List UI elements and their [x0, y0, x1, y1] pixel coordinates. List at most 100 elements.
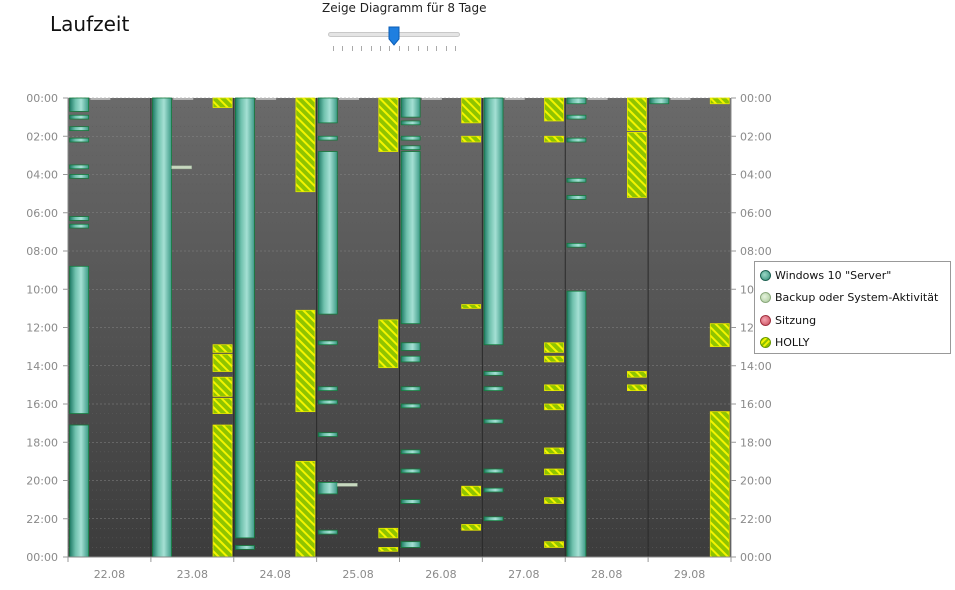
- slider-tick: [361, 46, 363, 51]
- windows-dot-icon: [760, 269, 771, 281]
- holly-runtime-bar: [627, 384, 647, 392]
- windows-runtime-bar: [400, 342, 421, 351]
- slider-tick: [342, 46, 344, 51]
- holly-runtime-bar: [461, 304, 482, 309]
- holly-runtime-bar: [544, 403, 564, 411]
- y-tick-label-left: 02:00: [26, 130, 58, 143]
- slider-tick: [398, 46, 400, 51]
- y-tick-label-right: 08:00: [740, 245, 772, 258]
- legend-item[interactable]: Windows 10 "Server": [760, 266, 891, 284]
- holly-runtime-bar: [544, 497, 564, 504]
- holly-runtime-bar: [295, 309, 316, 413]
- holly-runtime-bar: [212, 376, 233, 397]
- windows-runtime-bar: [483, 516, 504, 522]
- backup-activity-bar: [337, 483, 358, 487]
- windows-runtime-bar: [566, 114, 587, 120]
- windows-runtime-bar: [400, 403, 421, 409]
- windows-runtime-bar: [566, 195, 587, 200]
- windows-runtime-bar: [317, 340, 338, 346]
- legend-label: Backup oder System-Aktivität: [775, 291, 939, 304]
- windows-runtime-bar: [566, 137, 587, 143]
- windows-runtime-bar: [400, 120, 421, 126]
- y-tick-label-right: 18:00: [740, 436, 772, 449]
- x-tick-label: 29.08: [674, 568, 706, 581]
- holly-runtime-bar: [709, 323, 730, 348]
- windows-runtime-bar: [235, 97, 255, 539]
- windows-runtime-bar: [400, 449, 421, 455]
- holly-runtime-bar: [627, 371, 647, 378]
- y-tick-label-right: 14:00: [740, 360, 772, 373]
- legend-item[interactable]: Backup oder System-Aktivität: [760, 289, 938, 307]
- windows-runtime-bar: [69, 137, 90, 143]
- holly-runtime-bar: [378, 547, 399, 552]
- holly-runtime-bar: [709, 97, 730, 105]
- y-tick-label-right: 22:00: [740, 513, 772, 526]
- slider-tick: [380, 46, 381, 51]
- windows-runtime-bar: [566, 242, 587, 248]
- windows-runtime-bar: [566, 290, 587, 558]
- holly-runtime-bar: [461, 485, 482, 497]
- legend-item[interactable]: HOLLY: [760, 334, 809, 352]
- session-dot-icon: [760, 314, 771, 326]
- windows-runtime-bar: [483, 386, 504, 392]
- windows-runtime-bar: [317, 151, 338, 315]
- holly-runtime-bar: [544, 355, 564, 363]
- y-tick-label-left: 04:00: [26, 169, 58, 182]
- windows-runtime-bar: [649, 97, 670, 105]
- y-tick-label-right: 16:00: [740, 398, 772, 411]
- holly-runtime-bar: [212, 397, 233, 414]
- windows-runtime-bar: [400, 355, 421, 363]
- windows-runtime-bar: [69, 265, 90, 414]
- holly-runtime-bar: [627, 132, 647, 198]
- y-tick-label-left: 16:00: [26, 398, 58, 411]
- windows-runtime-bar: [69, 114, 90, 120]
- windows-runtime-bar: [483, 97, 504, 346]
- slider-tick: [417, 46, 419, 51]
- holly-runtime-bar: [461, 524, 482, 531]
- holly-runtime-bar: [212, 353, 233, 372]
- windows-runtime-bar: [317, 97, 338, 124]
- windows-runtime-bar: [152, 97, 172, 558]
- slider-tick: [351, 46, 353, 51]
- windows-runtime-bar: [400, 541, 421, 548]
- y-tick-label-left: 12:00: [26, 322, 58, 335]
- holly-runtime-bar: [709, 411, 730, 558]
- y-tick-label-left: 20:00: [26, 475, 58, 488]
- holly-runtime-bar: [544, 135, 564, 143]
- windows-runtime-bar: [69, 164, 90, 170]
- windows-runtime-bar: [400, 97, 421, 118]
- windows-runtime-bar: [400, 135, 421, 141]
- windows-runtime-bar: [69, 174, 90, 179]
- x-tick-label: 22.08: [94, 568, 126, 581]
- legend-label: Windows 10 "Server": [775, 268, 892, 282]
- days-slider-thumb[interactable]: [388, 26, 400, 46]
- y-tick-label-right: 04:00: [740, 169, 772, 182]
- holly-runtime-bar: [212, 424, 233, 558]
- windows-runtime-bar: [400, 386, 421, 392]
- slider-tick: [408, 46, 410, 51]
- x-tick-label: 26.08: [425, 568, 457, 581]
- x-tick-label: 24.08: [259, 568, 291, 581]
- slider-tick: [445, 46, 447, 51]
- holly-runtime-bar: [544, 384, 564, 392]
- legend-item[interactable]: Sitzung: [760, 311, 816, 329]
- y-tick-label-left: 22:00: [26, 513, 58, 526]
- holly-runtime-bar: [544, 447, 564, 455]
- windows-runtime-bar: [69, 216, 90, 221]
- x-tick-label: 25.08: [342, 568, 374, 581]
- windows-runtime-bar: [235, 545, 255, 550]
- windows-runtime-bar: [483, 468, 504, 474]
- holly-dot-icon: [760, 337, 771, 348]
- y-tick-label-left: 00:00: [26, 92, 58, 105]
- windows-runtime-bar: [483, 418, 504, 424]
- holly-runtime-bar: [378, 97, 399, 152]
- y-tick-label-left: 08:00: [26, 245, 58, 258]
- holly-runtime-bar: [378, 527, 399, 539]
- page-title: Laufzeit: [50, 12, 130, 36]
- windows-runtime-bar: [69, 126, 90, 131]
- holly-runtime-bar: [461, 97, 482, 124]
- windows-runtime-bar: [317, 529, 338, 535]
- legend-label: Sitzung: [775, 313, 817, 327]
- holly-runtime-bar: [212, 97, 233, 108]
- windows-runtime-bar: [69, 424, 90, 558]
